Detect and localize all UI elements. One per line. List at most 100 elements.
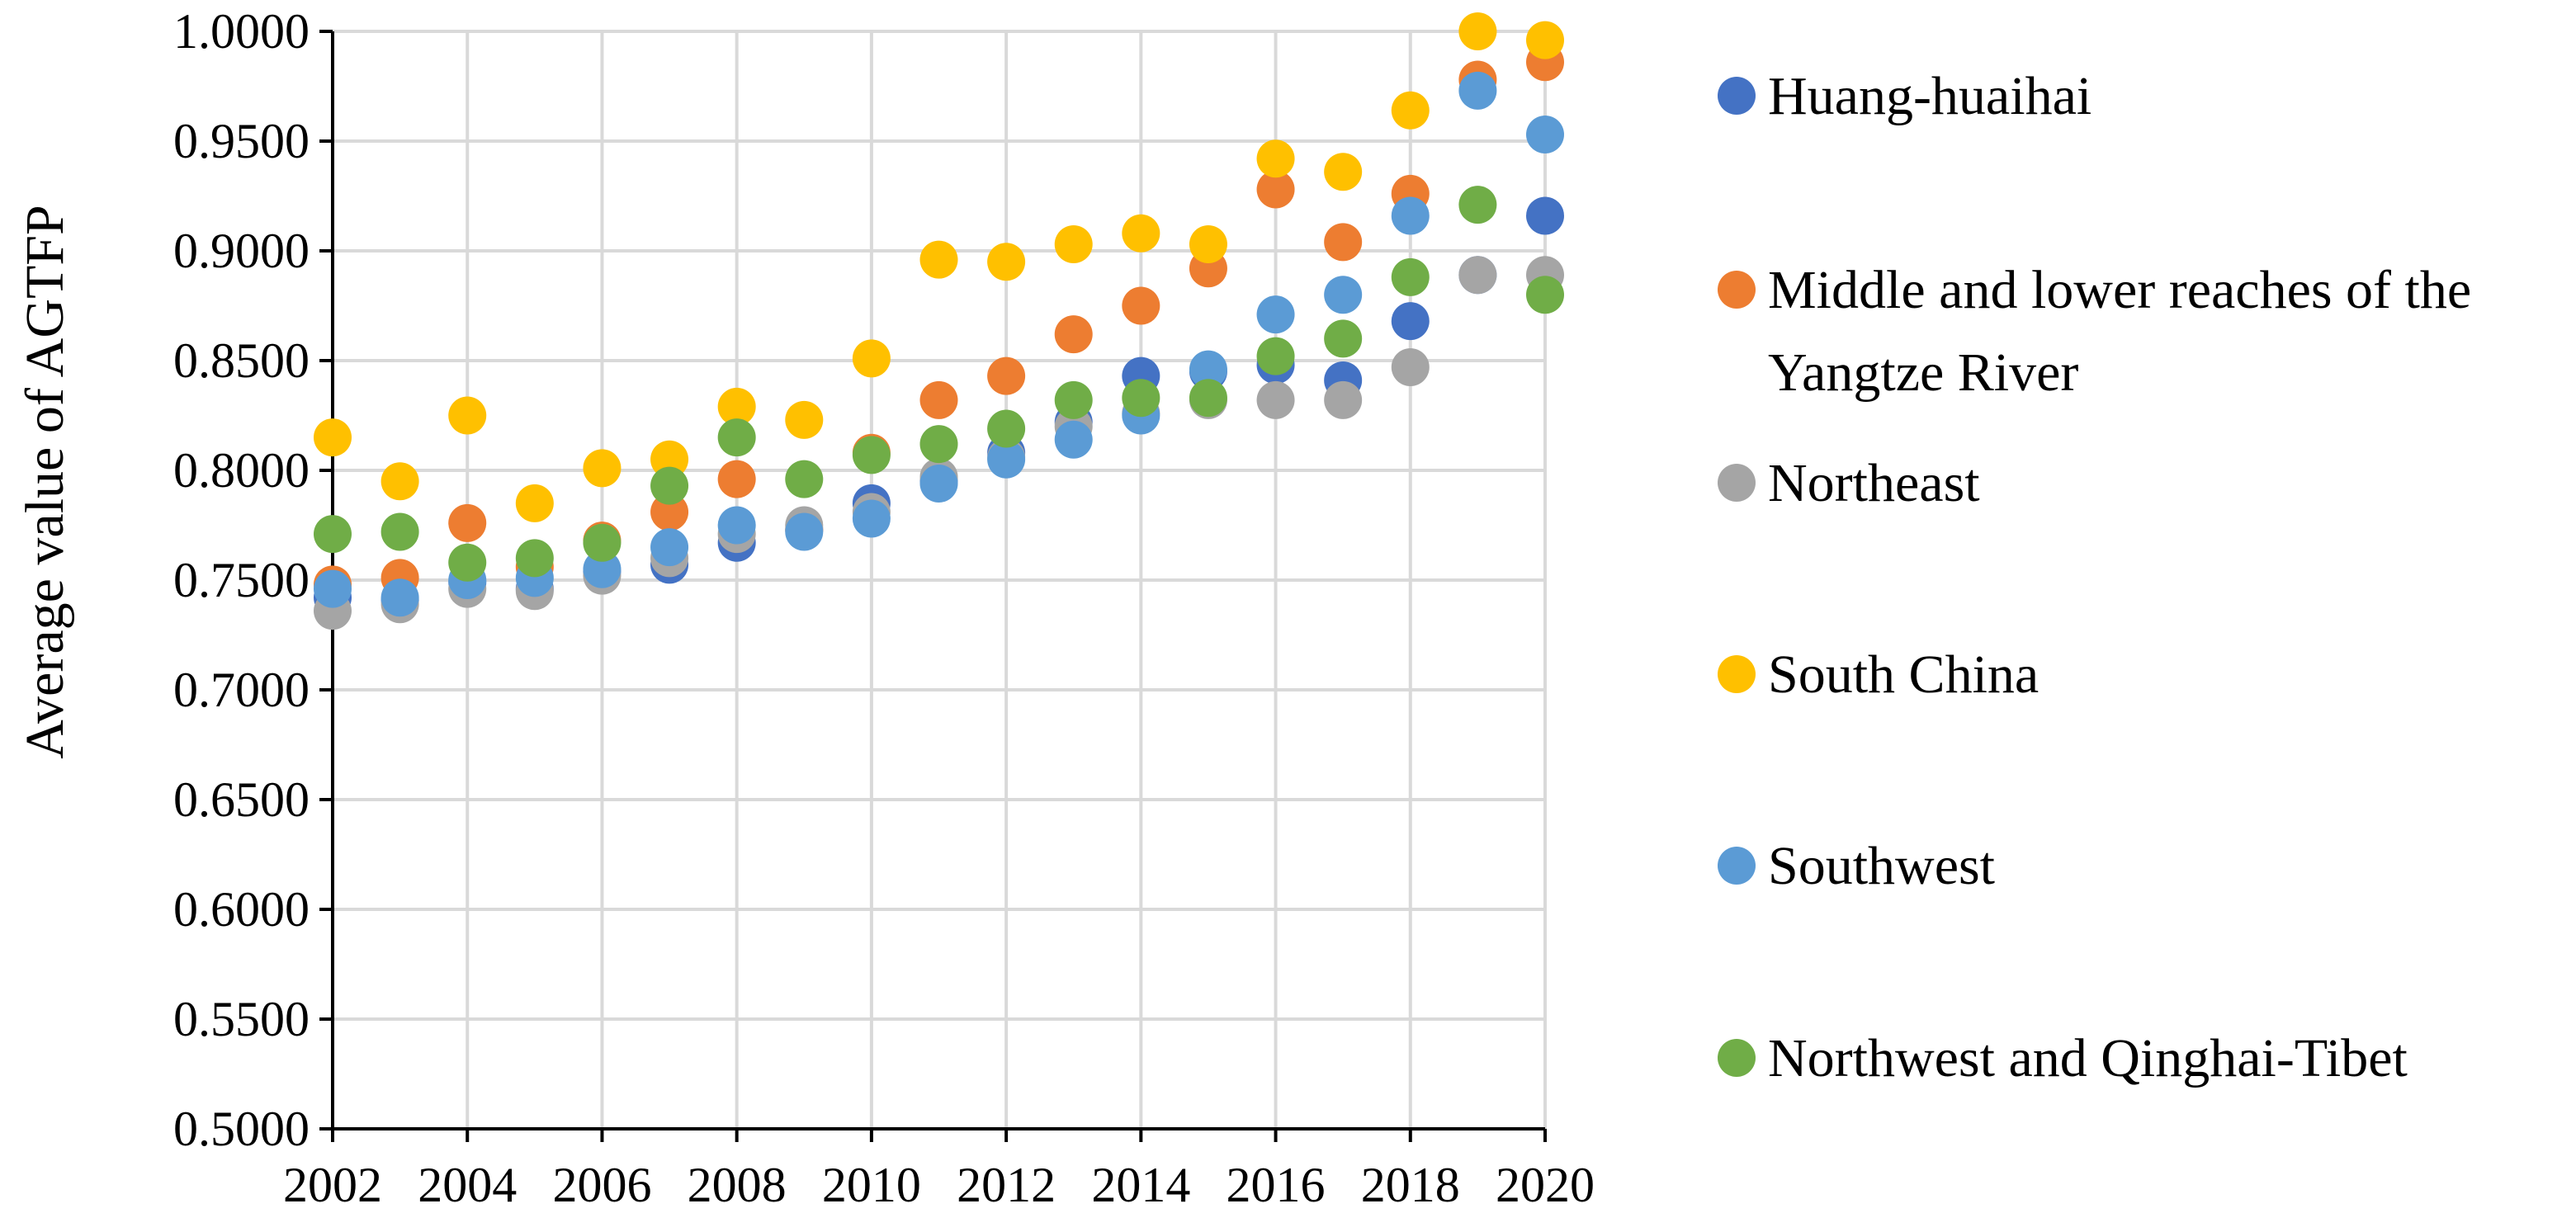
data-point	[852, 499, 891, 538]
data-point	[1256, 170, 1295, 209]
x-tick-label: 2002	[283, 1158, 382, 1212]
data-point	[717, 460, 756, 498]
data-point	[1054, 420, 1093, 459]
y-tick-label: 0.8500	[173, 333, 310, 388]
y-tick-label: 0.7000	[173, 663, 310, 717]
legend-marker	[1718, 464, 1756, 502]
legend-item: Southwest	[1718, 836, 1995, 896]
data-point	[1526, 276, 1564, 314]
data-point	[1256, 337, 1295, 375]
series-northwest-and-qinghai-tibet	[314, 186, 1564, 582]
data-point	[1458, 256, 1497, 295]
data-point	[919, 464, 958, 503]
data-point	[515, 539, 554, 578]
x-tick-label: 2018	[1361, 1158, 1460, 1212]
data-point	[919, 425, 958, 464]
legend-item: South China	[1718, 644, 2039, 705]
data-point	[1054, 315, 1093, 354]
data-point	[1391, 196, 1430, 235]
legend-label: Northeast	[1768, 453, 1980, 513]
x-tick-label: 2012	[957, 1158, 1056, 1212]
data-point	[717, 506, 756, 545]
data-point	[1391, 347, 1430, 386]
data-point	[919, 380, 958, 419]
data-point	[987, 440, 1026, 479]
data-point	[380, 578, 419, 617]
data-point	[987, 409, 1026, 448]
data-point	[717, 387, 756, 426]
y-tick-label: 1.0000	[173, 4, 310, 59]
legend-label: Middle and lower reaches of the	[1768, 260, 2471, 320]
data-point	[583, 523, 622, 562]
data-point	[1189, 225, 1227, 264]
legend-item: Northwest and Qinghai-Tibet	[1718, 1028, 2408, 1088]
data-point	[1122, 214, 1160, 253]
legend-marker	[1718, 271, 1756, 309]
legend-label: South China	[1768, 644, 2039, 705]
y-axis-title: Average value of AGTFP	[15, 205, 75, 758]
x-tick-label: 2014	[1091, 1158, 1190, 1212]
data-point	[1324, 319, 1363, 358]
data-point	[1324, 380, 1363, 419]
data-point	[515, 484, 554, 522]
y-tick-label: 0.5500	[173, 992, 310, 1046]
data-point	[785, 400, 824, 439]
legend-item: Huang-huaihai	[1718, 66, 2092, 126]
x-tick-label: 2006	[552, 1158, 651, 1212]
gridlines	[333, 30, 1547, 1129]
legend-marker	[1718, 655, 1756, 693]
data-point	[380, 462, 419, 501]
data-point	[1256, 139, 1295, 178]
y-tick-label: 0.6000	[173, 882, 310, 937]
data-point	[919, 240, 958, 279]
data-point	[1256, 295, 1295, 334]
data-point	[448, 396, 487, 435]
data-point	[1324, 223, 1363, 262]
y-tick-label: 0.9500	[173, 114, 310, 168]
data-point	[380, 512, 419, 551]
legend-item: Middle and lower reaches of the Yangtze R…	[1718, 260, 2471, 403]
data-point	[1526, 196, 1564, 235]
data-point	[987, 243, 1026, 281]
data-point	[852, 436, 891, 474]
data-point	[1054, 380, 1093, 419]
legend-label: Yangtze River	[1768, 342, 2078, 403]
data-points	[314, 12, 1564, 630]
x-tick-label: 2004	[418, 1158, 517, 1212]
data-point	[1054, 225, 1093, 264]
x-tick-label: 2010	[822, 1158, 921, 1212]
y-tick-label: 0.7500	[173, 553, 310, 607]
data-point	[650, 493, 689, 531]
y-tick-label: 0.5000	[173, 1102, 310, 1156]
data-point	[314, 515, 352, 554]
x-tick-label: 2020	[1496, 1158, 1595, 1212]
data-point	[1391, 91, 1430, 130]
data-point	[314, 569, 352, 608]
legend-label: Southwest	[1768, 836, 1995, 896]
data-point	[1458, 186, 1497, 224]
data-point	[583, 550, 622, 588]
data-point	[1256, 380, 1295, 419]
data-point	[1122, 379, 1160, 418]
data-point	[448, 543, 487, 582]
x-tick-label: 2016	[1227, 1158, 1326, 1212]
legend-label: Northwest and Qinghai-Tibet	[1768, 1028, 2408, 1088]
data-point	[852, 339, 891, 378]
data-point	[314, 418, 352, 457]
y-tick-label: 0.8000	[173, 443, 310, 498]
legend-item: Northeast	[1718, 453, 1980, 513]
data-point	[987, 356, 1026, 395]
legend-label: Huang-huaihai	[1768, 66, 2092, 126]
data-point	[785, 512, 824, 551]
legend-marker	[1718, 1039, 1756, 1077]
legend-marker	[1718, 847, 1756, 885]
data-point	[650, 440, 689, 479]
data-point	[1458, 12, 1497, 50]
data-point	[448, 503, 487, 542]
series-southwest	[314, 71, 1564, 617]
series-middle-and-lower-reaches-of-the-yangtze-river	[314, 43, 1564, 604]
data-point	[1324, 153, 1363, 191]
x-tick-label: 2008	[688, 1158, 787, 1212]
data-point	[717, 418, 756, 457]
data-point	[583, 449, 622, 488]
